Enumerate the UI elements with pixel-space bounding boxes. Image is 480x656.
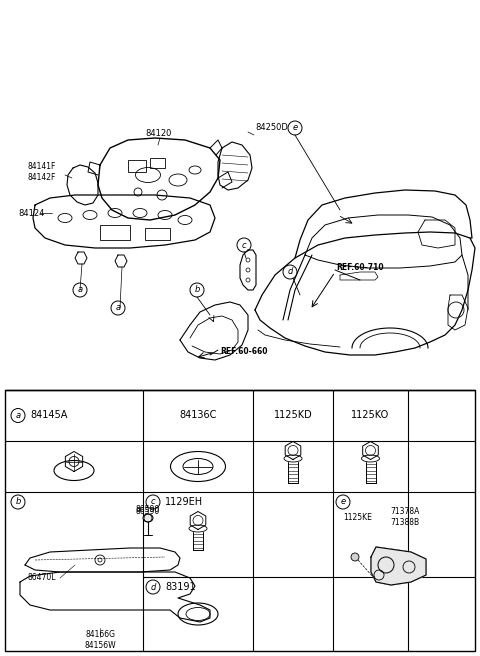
Text: 86470L: 86470L [28, 573, 57, 583]
Text: 71378A
71388B: 71378A 71388B [390, 507, 420, 527]
Text: 84141F
84142F: 84141F 84142F [28, 162, 56, 182]
Text: d: d [150, 583, 156, 592]
Text: 84166G
84156W: 84166G 84156W [84, 630, 116, 649]
FancyBboxPatch shape [5, 390, 475, 651]
Text: 1125KE: 1125KE [343, 512, 372, 522]
Text: REF.60-710: REF.60-710 [336, 264, 384, 272]
Text: 84145A: 84145A [30, 411, 67, 420]
Text: 1129EH: 1129EH [165, 497, 203, 507]
Text: 83191: 83191 [165, 582, 196, 592]
Text: b: b [194, 285, 200, 295]
Text: 86590: 86590 [136, 508, 160, 516]
Ellipse shape [143, 514, 153, 522]
Text: c: c [242, 241, 246, 249]
Circle shape [351, 553, 359, 561]
Text: 1125KD: 1125KD [274, 411, 312, 420]
Text: a: a [77, 285, 83, 295]
Text: a: a [115, 304, 120, 312]
Text: c: c [151, 497, 156, 506]
Text: REF.60-660: REF.60-660 [220, 348, 267, 356]
Polygon shape [371, 547, 426, 585]
Text: e: e [292, 123, 298, 133]
Text: 1125KO: 1125KO [351, 411, 390, 420]
Text: 84120: 84120 [145, 129, 171, 138]
Text: 84250D: 84250D [255, 123, 288, 133]
Text: d: d [288, 268, 293, 276]
Text: 84124: 84124 [18, 209, 44, 218]
Text: a: a [15, 411, 21, 420]
Text: 86590: 86590 [136, 506, 160, 514]
Text: 84136C: 84136C [180, 411, 216, 420]
Text: e: e [340, 497, 346, 506]
Text: b: b [15, 497, 21, 506]
